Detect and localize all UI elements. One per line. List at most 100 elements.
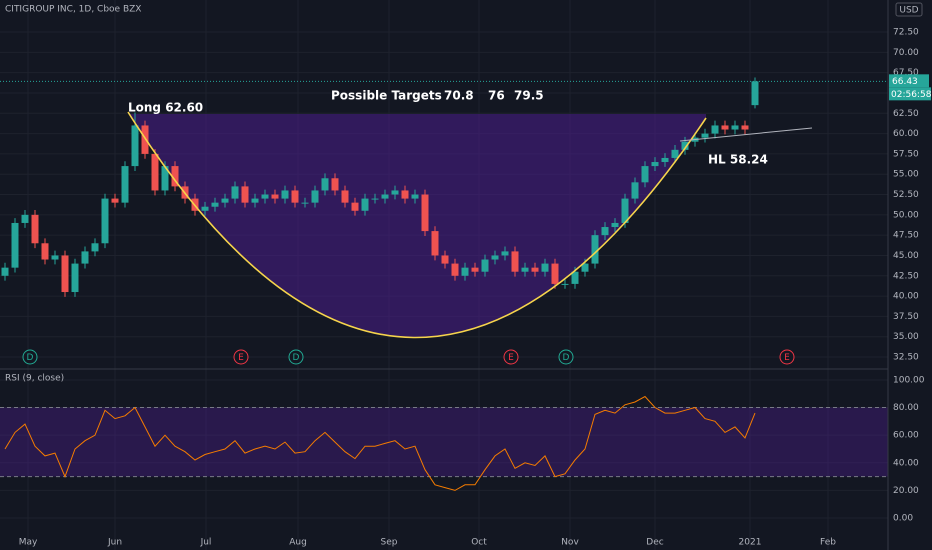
candle-body xyxy=(571,271,579,284)
rsi-line xyxy=(4,395,756,491)
y-tick-label: 37.50 xyxy=(893,312,919,322)
rsi-tick-label: 80.00 xyxy=(893,403,919,413)
y-tick-label: 42.50 xyxy=(893,271,919,281)
event-marker xyxy=(288,349,304,365)
x-tick-label: Sep xyxy=(381,538,398,548)
candle-body xyxy=(301,202,309,204)
candle-body xyxy=(351,202,359,211)
rsi-band-fill xyxy=(0,407,888,477)
target-value: 76 xyxy=(488,89,505,103)
candle-body xyxy=(311,190,319,203)
event-label: E xyxy=(784,353,790,363)
currency[interactable]: USD xyxy=(899,6,918,16)
candle-body xyxy=(371,198,379,200)
candle-body xyxy=(451,263,459,276)
y-tick-label: 55.00 xyxy=(893,170,919,180)
candle-body xyxy=(271,194,279,199)
countdown-box xyxy=(889,87,931,101)
candle-body xyxy=(641,166,649,183)
candle-body xyxy=(621,198,629,223)
y-tick-label: 45.00 xyxy=(893,251,919,261)
candle-body xyxy=(361,198,369,211)
rsi-title: RSI (9, close) xyxy=(5,374,64,384)
candle-body xyxy=(261,194,269,199)
candle-body xyxy=(751,81,759,106)
trend-line xyxy=(679,127,813,142)
currency-box[interactable] xyxy=(895,2,923,17)
candle-body xyxy=(401,190,409,199)
x-tick-label: Aug xyxy=(289,538,307,548)
candle-body xyxy=(381,194,389,199)
candle-body xyxy=(81,251,89,264)
hl-annotation: HL 58.24 xyxy=(708,153,768,167)
cup-fill xyxy=(128,112,706,338)
y-tick-label: 62.50 xyxy=(893,109,919,119)
candle-body xyxy=(391,190,399,195)
candle-body xyxy=(591,235,599,264)
candle-body xyxy=(331,178,339,191)
candle-body xyxy=(231,186,239,199)
candle-body xyxy=(21,214,29,223)
event-label: E xyxy=(508,353,514,363)
candle-body xyxy=(41,243,49,260)
rsi-tick-label: 40.00 xyxy=(893,458,919,468)
x-tick-label: Dec xyxy=(646,538,663,548)
candle-body xyxy=(461,267,469,276)
event-marker xyxy=(779,349,795,365)
candle-body xyxy=(221,198,229,203)
candle-body xyxy=(341,190,349,203)
x-tick-label: 2021 xyxy=(739,538,762,548)
candle-body xyxy=(681,141,689,150)
candle-body xyxy=(431,231,439,256)
candle-body xyxy=(1,267,9,276)
event-marker xyxy=(503,349,519,365)
y-tick-label: 50.00 xyxy=(893,210,919,220)
candle-body xyxy=(51,255,59,260)
targets-label: Possible Targets xyxy=(331,89,442,103)
candle-body xyxy=(241,186,249,203)
candle-body xyxy=(511,251,519,272)
candle-body xyxy=(581,263,589,272)
rsi-band xyxy=(0,407,888,478)
candle-body xyxy=(721,125,729,130)
candle-body xyxy=(731,125,739,130)
y-tick-label: 52.50 xyxy=(893,190,919,200)
candle-body xyxy=(141,125,149,154)
y-tick-label: 32.50 xyxy=(893,353,919,363)
target-value: 79.5 xyxy=(514,89,544,103)
y-tick-label: 60.00 xyxy=(893,129,919,139)
event-marker xyxy=(233,349,249,365)
candle-body xyxy=(741,125,749,130)
event-label: D xyxy=(27,353,34,363)
candle-body xyxy=(701,133,709,138)
candle-body xyxy=(481,259,489,272)
candle-body xyxy=(201,206,209,211)
candle-body xyxy=(601,227,609,236)
y-tick-label: 47.50 xyxy=(893,231,919,241)
candle-body xyxy=(631,182,639,199)
rsi-tick-label: 20.00 xyxy=(893,486,919,496)
candle-body xyxy=(411,194,419,199)
candle-body xyxy=(501,251,509,256)
candle-body xyxy=(671,149,679,158)
candle-body xyxy=(711,125,719,134)
candle-body xyxy=(281,190,289,199)
candle-body xyxy=(171,166,179,187)
candle-body xyxy=(31,214,39,244)
countdown-label: 02:56:58 xyxy=(891,90,932,100)
candle-body xyxy=(151,153,159,191)
target-value: 70.8 xyxy=(444,89,474,103)
rsi-tick-label: 60.00 xyxy=(893,431,919,441)
candle-body xyxy=(611,222,619,228)
cup-curve xyxy=(127,111,707,339)
candle-body xyxy=(131,125,139,167)
candle-body xyxy=(531,267,539,272)
candle-body xyxy=(71,263,79,293)
y-tick-label: 35.00 xyxy=(893,332,919,342)
candle-body xyxy=(111,198,119,203)
candle-body xyxy=(291,190,299,203)
candle-body xyxy=(11,222,19,268)
candle-body xyxy=(101,198,109,244)
y-tick-label: 57.50 xyxy=(893,149,919,159)
last-price-label: 66.43 xyxy=(892,77,918,87)
